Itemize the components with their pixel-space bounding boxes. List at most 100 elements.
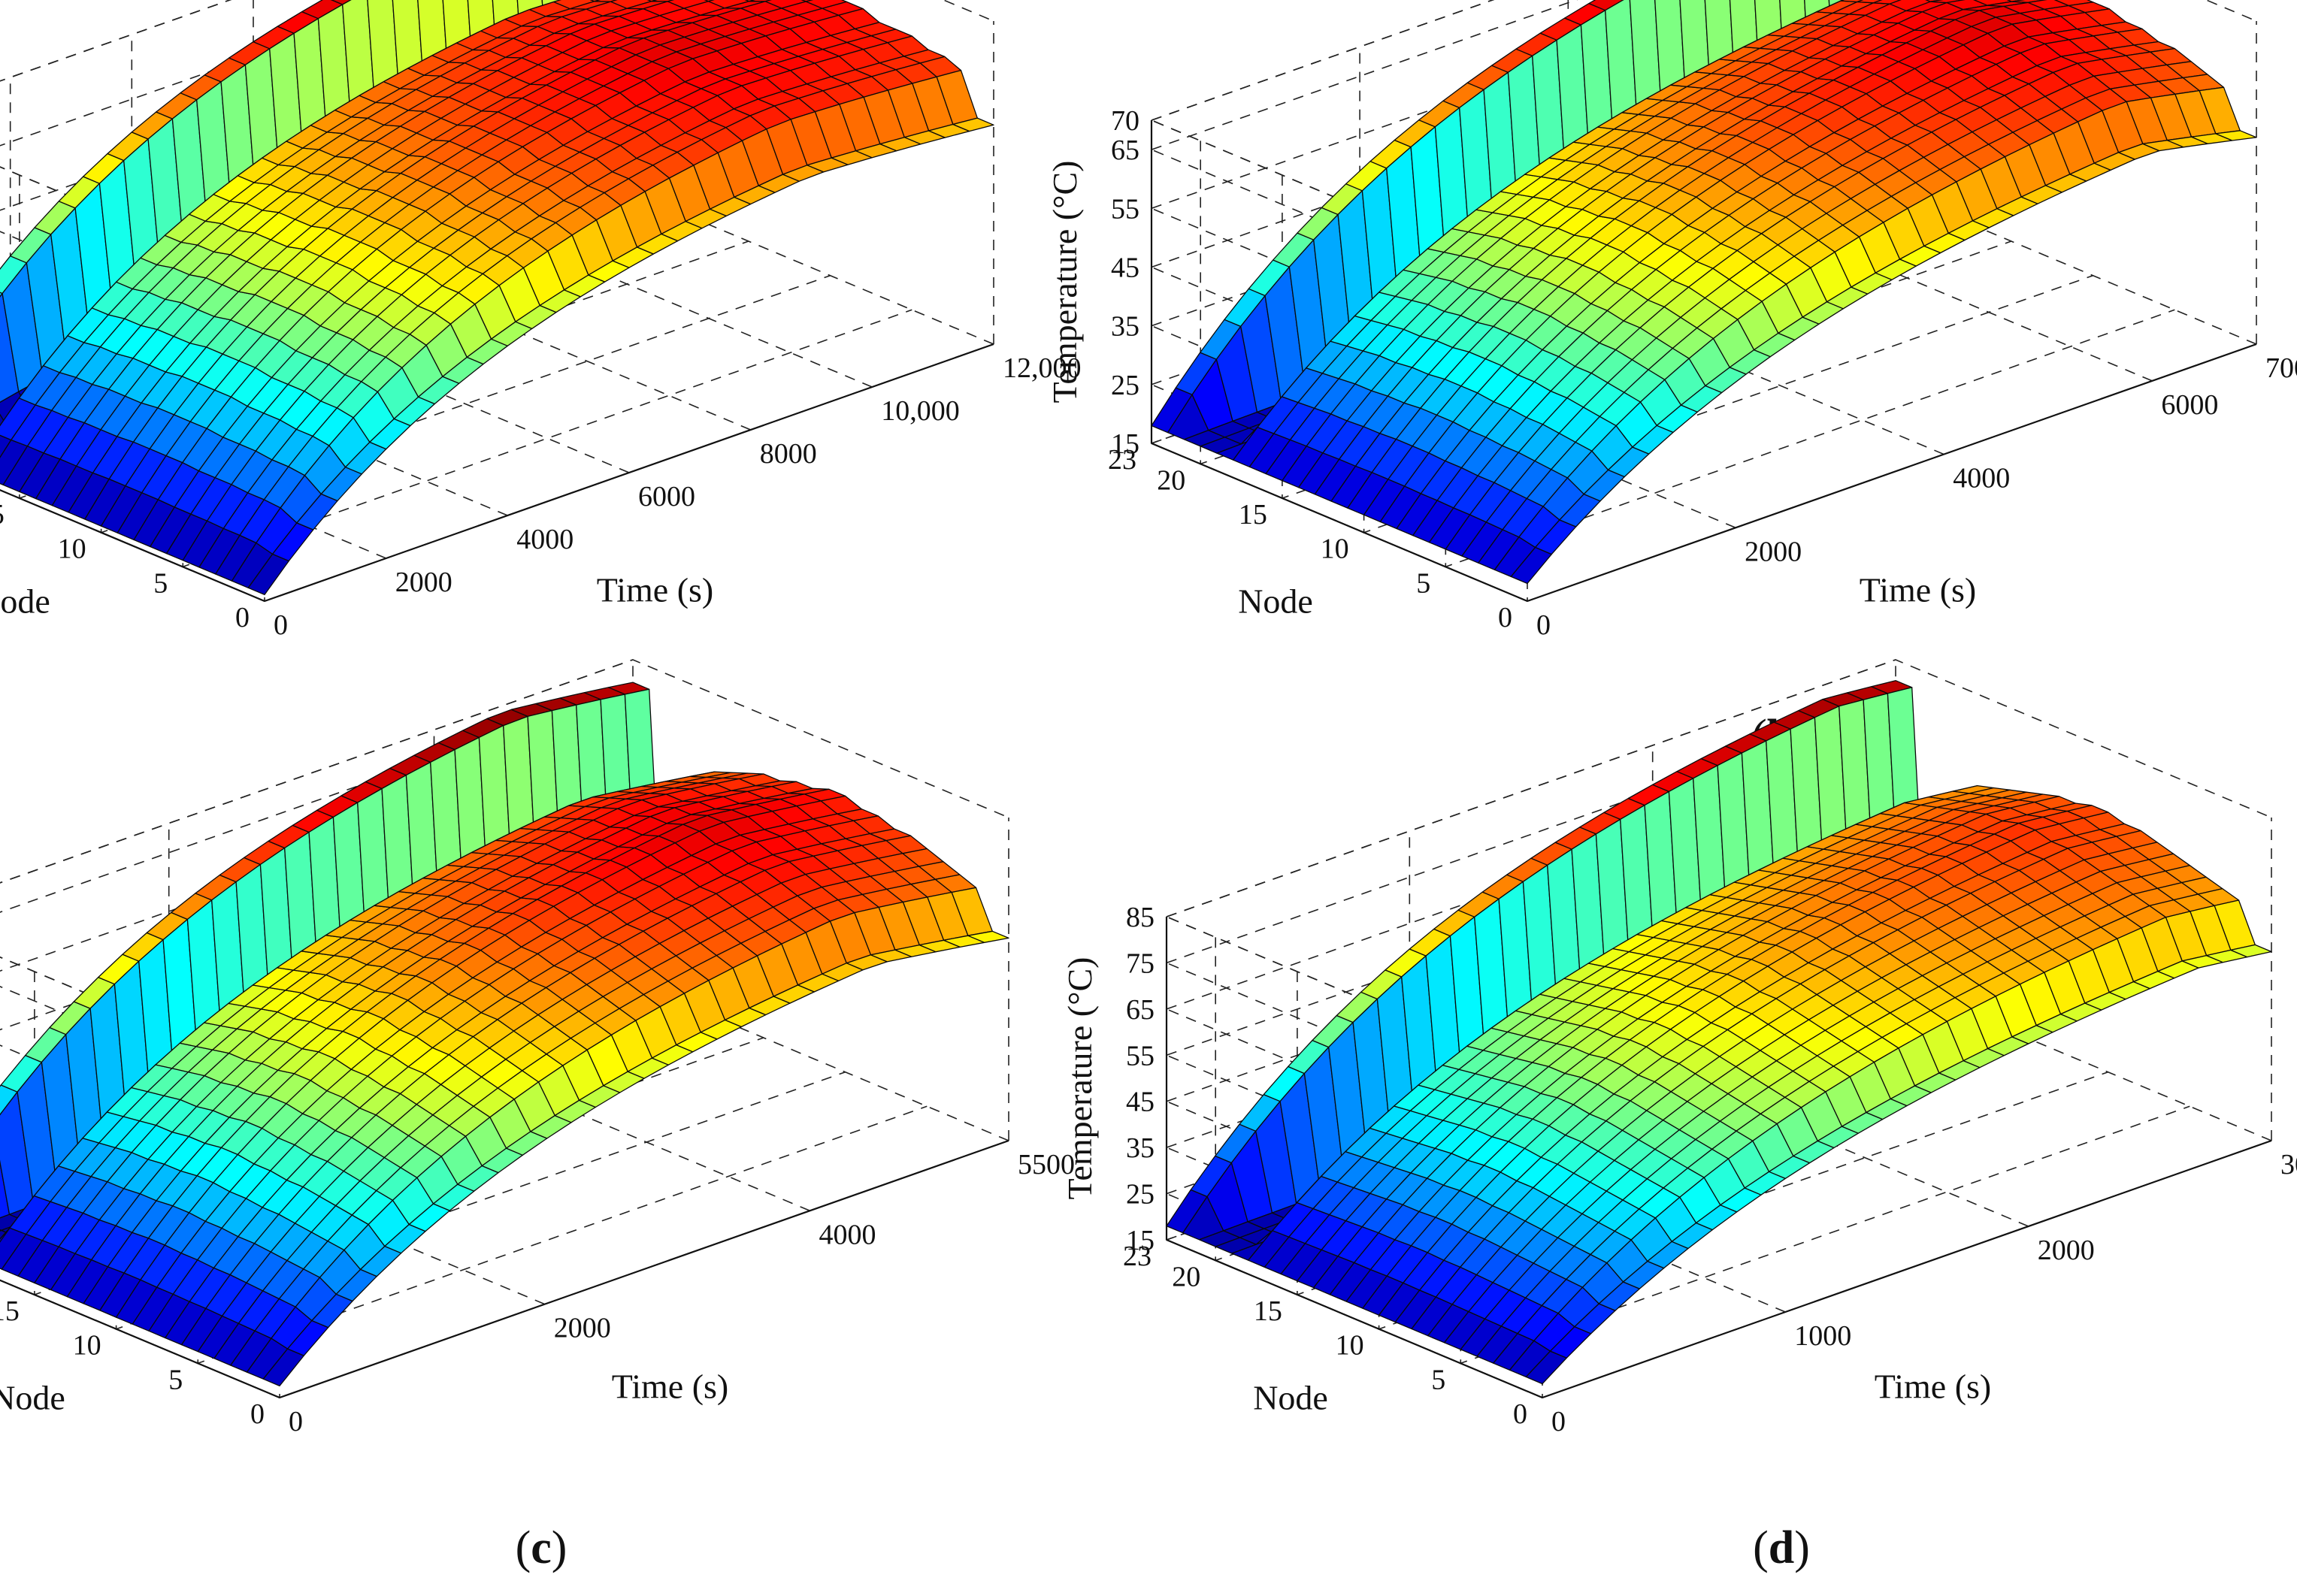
y-tick-label: 5 bbox=[1416, 567, 1430, 599]
grid-line-z bbox=[1166, 1100, 1543, 1260]
box-edge bbox=[1151, 0, 2257, 344]
surface bbox=[1151, 0, 2257, 585]
tick-labels: 1525354555657005101520230200040005500 bbox=[0, 1149, 1075, 1437]
box-edge bbox=[0, 659, 1009, 1141]
x-tick-label: 2000 bbox=[2038, 1235, 2095, 1266]
z-tick-label: 85 bbox=[1126, 902, 1155, 933]
grid-line-z bbox=[1166, 962, 1543, 1122]
y-tick-label: 23 bbox=[1123, 1241, 1152, 1272]
x-tick-label: 6000 bbox=[2161, 389, 2218, 421]
x-axis-line bbox=[264, 343, 994, 603]
x-tick-label: 0 bbox=[289, 1406, 303, 1437]
y-axis-title: Node bbox=[0, 1379, 65, 1417]
panel-d: (d) 15 25 35 45 55 65 75 85 0 5 10 15 20 23 0 1000 2000 3… bbox=[1061, 659, 2297, 1573]
z-tick-label: 15 bbox=[1126, 1225, 1155, 1256]
surface-patch bbox=[2230, 944, 2272, 958]
z-tick-label: 75 bbox=[1126, 948, 1155, 979]
z-tick-label: 25 bbox=[1111, 370, 1139, 401]
y-tick-label: 5 bbox=[1431, 1364, 1445, 1395]
grid-line-z bbox=[1151, 149, 1528, 308]
y-tick-label: 20 bbox=[1157, 464, 1185, 496]
panel-c: (c) 152535455565700510152023020004000550… bbox=[0, 659, 1075, 1573]
z-tick-label: 15 bbox=[1111, 428, 1139, 460]
y-tick-label: 15 bbox=[0, 499, 5, 530]
x-tick-label: 3000 bbox=[2280, 1149, 2297, 1180]
z-axis-title: Temperature (°C) bbox=[1046, 161, 1084, 404]
surface-patch bbox=[330, 0, 352, 5]
z-tick-label: 45 bbox=[1111, 252, 1139, 284]
panel-b: (b) 152535455565700510152023020004000600… bbox=[1046, 0, 2297, 762]
y-tick-label: 20 bbox=[1172, 1261, 1200, 1292]
y-tick-label: 15 bbox=[1239, 499, 1267, 530]
y-tick-label: 0 bbox=[235, 602, 250, 633]
z-tick-label: 65 bbox=[1126, 994, 1155, 1026]
x-tick-label: 0 bbox=[1536, 609, 1551, 641]
grid-line-z bbox=[1166, 1054, 1543, 1214]
surface-patch bbox=[2215, 130, 2257, 141]
x-tick-label: 2000 bbox=[395, 567, 452, 598]
z-axis-title: Temperature (°C) bbox=[1061, 957, 1099, 1200]
x-tick-label: 12,000 bbox=[1003, 352, 1082, 384]
panel-c-label: (c) bbox=[516, 1522, 567, 1573]
y-tick-label: 15 bbox=[1254, 1295, 1282, 1327]
x-tick-label: 5500 bbox=[1018, 1149, 1075, 1180]
grid-line-z bbox=[1166, 1008, 1543, 1168]
surface-patch bbox=[952, 117, 994, 132]
grid-line-z bbox=[1151, 207, 1528, 367]
surface-patch bbox=[1840, 0, 1864, 3]
x-tick-label: 8000 bbox=[760, 438, 817, 470]
x-tick-label: 2000 bbox=[1745, 536, 1802, 567]
surface-patch bbox=[1872, 0, 1902, 5]
surface bbox=[1166, 680, 2272, 1385]
y-tick-label: 10 bbox=[1321, 534, 1349, 565]
z-tick-label: 65 bbox=[1111, 135, 1139, 166]
y-tick-label: 5 bbox=[153, 567, 168, 599]
x-tick-label: 0 bbox=[274, 609, 288, 641]
z-tick-label: 25 bbox=[1126, 1179, 1155, 1211]
y-tick-label: 0 bbox=[250, 1398, 265, 1430]
z-tick-label: 55 bbox=[1111, 193, 1139, 225]
x-axis-line bbox=[279, 1139, 1009, 1399]
y-axis-line bbox=[0, 1279, 280, 1399]
x-tick-label: 4000 bbox=[516, 524, 573, 555]
box-edge bbox=[1166, 659, 2272, 1141]
x-tick-label: 4000 bbox=[819, 1219, 876, 1250]
box-edge bbox=[0, 0, 994, 344]
grid-line-x bbox=[617, 0, 994, 345]
x-tick-label: 1000 bbox=[1794, 1320, 1851, 1352]
surface-patch bbox=[1929, 0, 1966, 4]
x-tick-label: 6000 bbox=[638, 481, 695, 512]
x-axis-line bbox=[1527, 343, 2257, 603]
x-axis-line bbox=[1542, 1139, 2272, 1399]
y-axis-title: Node bbox=[1238, 582, 1313, 621]
x-tick-label: 7000 bbox=[2265, 352, 2297, 384]
y-tick-label: 23 bbox=[1108, 444, 1136, 476]
grid-line-x bbox=[1880, 0, 2257, 345]
z-tick-label: 55 bbox=[1126, 1040, 1155, 1072]
surface bbox=[0, 682, 1009, 1387]
x-tick-label: 0 bbox=[1551, 1406, 1566, 1437]
panel-d-label: (d) bbox=[1753, 1522, 1810, 1573]
y-axis-title: Node bbox=[0, 582, 50, 621]
z-tick-label: 35 bbox=[1111, 311, 1139, 343]
x-axis-title: Time (s) bbox=[1860, 570, 1977, 609]
surface-patch bbox=[967, 930, 1009, 943]
y-axis-line bbox=[1166, 1238, 1543, 1399]
y-tick-label: 10 bbox=[73, 1330, 101, 1362]
y-tick-label: 15 bbox=[0, 1295, 20, 1327]
y-tick-label: 0 bbox=[1513, 1398, 1527, 1430]
tick-labels: 2030405060700510152023020004000600080001… bbox=[0, 352, 1082, 641]
surface-patch bbox=[2011, 0, 2047, 3]
surface bbox=[0, 0, 994, 596]
y-tick-label: 5 bbox=[168, 1364, 183, 1395]
x-tick-label: 10,000 bbox=[881, 395, 960, 427]
x-axis-title: Time (s) bbox=[612, 1367, 729, 1405]
y-axis-line bbox=[0, 488, 265, 603]
tick-labels: 15 25 35 45 55 65 75 85 0 5 10 15 20 23 0 1000 2000 3000 bbox=[1123, 902, 2297, 1437]
panel-a: (a) 203040506070051015202302000400060008… bbox=[0, 0, 1082, 762]
y-tick-label: 0 bbox=[1498, 602, 1512, 633]
x-axis-title: Time (s) bbox=[1875, 1367, 1992, 1405]
y-axis-title: Node bbox=[1253, 1379, 1328, 1417]
